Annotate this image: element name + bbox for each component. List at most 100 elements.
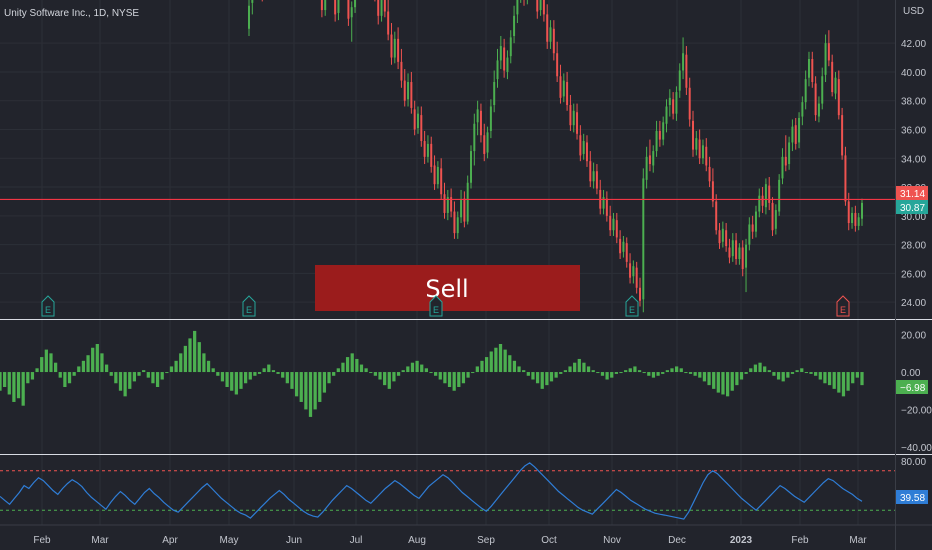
candle-body	[251, 0, 254, 3]
candle-body	[692, 120, 695, 150]
momentum-bar	[633, 366, 637, 373]
momentum-bar	[183, 345, 187, 373]
candle-body	[516, 0, 519, 15]
momentum-bar	[447, 372, 452, 387]
candle-body	[768, 185, 771, 203]
sell-signal-label: Sell	[425, 275, 468, 303]
candle-body	[430, 143, 433, 167]
candle-body	[400, 61, 403, 81]
price-tick-label: 34.00	[901, 154, 926, 165]
momentum-bar	[100, 353, 104, 373]
x-tick-label: Dec	[668, 535, 686, 546]
candle-body	[460, 200, 463, 218]
candle-body	[549, 27, 552, 42]
rsi-last-tag-bg	[896, 490, 928, 504]
momentum-bar	[651, 372, 656, 378]
momentum-bar	[410, 362, 415, 373]
candle-body	[436, 166, 439, 185]
last-price-tag-bg	[896, 200, 928, 214]
momentum-bar	[7, 372, 11, 395]
momentum-bar	[369, 372, 373, 374]
x-tick-label: Apr	[162, 535, 178, 546]
momentum-bar	[443, 372, 447, 384]
candle-body	[632, 266, 635, 277]
candle-body	[861, 202, 863, 219]
candle-body	[761, 195, 764, 206]
candle-body	[817, 103, 820, 117]
candle-body	[582, 141, 585, 154]
earnings-marker[interactable]	[625, 295, 639, 317]
momentum-bar	[364, 368, 368, 373]
earnings-marker[interactable]	[429, 295, 443, 317]
momentum-bar	[336, 368, 340, 373]
candle-body	[569, 105, 572, 126]
momentum-bar	[197, 342, 201, 373]
momentum-bar	[675, 366, 679, 373]
candle-body	[443, 194, 446, 213]
momentum-bar	[739, 372, 744, 380]
x-tick-label: Jun	[286, 535, 302, 546]
candle-body	[791, 126, 794, 143]
momentum-bar	[577, 358, 581, 373]
candle-body	[847, 201, 850, 224]
momentum-bar	[776, 372, 781, 380]
candle-body	[496, 60, 499, 80]
momentum-bar	[846, 372, 850, 391]
candle-body	[814, 83, 817, 116]
candle-body	[579, 135, 582, 156]
momentum-bar	[81, 360, 86, 373]
momentum-bar	[58, 372, 62, 378]
candle-body	[595, 171, 598, 189]
momentum-bar	[661, 372, 665, 374]
earnings-marker[interactable]	[836, 295, 850, 317]
momentum-bar	[26, 372, 30, 384]
price-tick-label: 28.00	[901, 241, 926, 252]
candle-body	[711, 181, 714, 202]
candle-body	[539, 0, 542, 11]
momentum-bar	[424, 368, 428, 373]
candle-body	[324, 0, 327, 11]
momentum-bar	[53, 362, 58, 373]
candle-body	[403, 80, 406, 101]
momentum-bar	[276, 372, 280, 374]
candle-body	[609, 215, 612, 231]
momentum-bar	[827, 372, 832, 386]
momentum-bar	[253, 372, 257, 376]
earnings-marker-label: E	[246, 305, 252, 315]
candle-body	[851, 212, 854, 224]
momentum-bar	[702, 372, 707, 382]
earnings-marker-label: E	[45, 305, 51, 315]
earnings-marker[interactable]	[41, 295, 55, 317]
momentum-bar	[72, 372, 76, 376]
candle-body	[774, 210, 777, 229]
candle-body	[420, 115, 423, 142]
earnings-marker[interactable]	[242, 295, 256, 317]
last-price-tag: 30.87	[900, 203, 925, 214]
momentum-bar	[415, 360, 419, 373]
momentum-bar	[327, 372, 331, 384]
candle-body	[552, 28, 555, 54]
momentum-bar	[174, 360, 178, 373]
momentum-bar	[712, 372, 716, 389]
candle-body	[605, 198, 608, 216]
candle-body	[771, 202, 774, 231]
sell-signal-box	[315, 265, 580, 311]
candle-body	[715, 201, 718, 231]
candle-body	[476, 109, 479, 123]
candle-body	[377, 0, 380, 16]
momentum-bar	[526, 372, 530, 376]
momentum-bar	[452, 372, 456, 391]
candle-body	[453, 211, 456, 234]
candle-body	[440, 168, 443, 195]
candle-body	[602, 197, 605, 209]
x-tick-label: Oct	[541, 535, 557, 546]
candle-body	[655, 130, 658, 152]
candle-body	[572, 110, 575, 126]
candle-body	[479, 110, 482, 136]
momentum-bar	[860, 372, 864, 386]
momentum-bar	[744, 372, 748, 374]
candle-body	[827, 43, 830, 61]
momentum-bar	[383, 372, 387, 386]
candle-body	[470, 151, 472, 183]
